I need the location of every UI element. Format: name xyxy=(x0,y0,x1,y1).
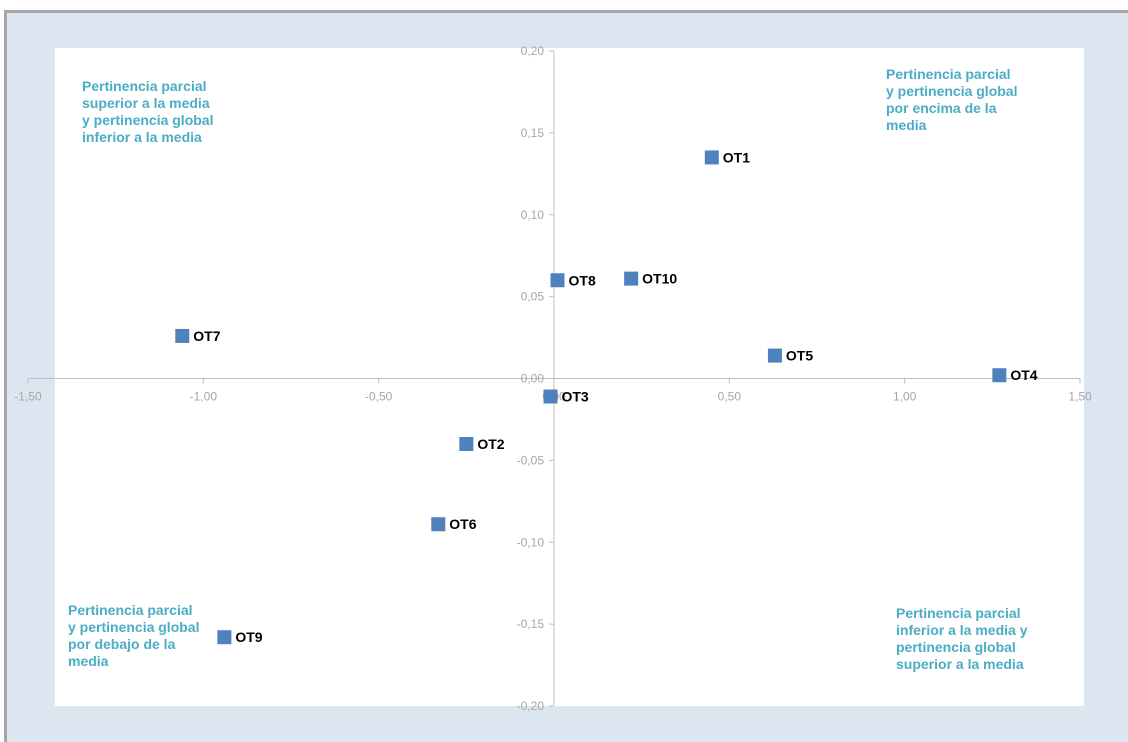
point-label: OT6 xyxy=(449,516,476,532)
point-marker xyxy=(624,271,639,286)
y-tick-label: -0,05 xyxy=(517,453,545,467)
point-marker xyxy=(543,389,558,404)
point-marker xyxy=(459,437,474,451)
point-label: OT10 xyxy=(642,271,677,287)
plot-area xyxy=(55,48,1084,706)
y-tick-label: -0,15 xyxy=(517,617,545,631)
point-label: OT4 xyxy=(1010,367,1037,383)
x-tick-label: -1,00 xyxy=(190,390,218,404)
point-marker xyxy=(992,368,1007,383)
y-tick-label: 0,05 xyxy=(521,290,545,304)
x-tick-label: -1,50 xyxy=(14,390,42,404)
point-marker xyxy=(431,517,446,532)
x-tick-label: 0,50 xyxy=(718,390,742,404)
annotation-bottom-right: Pertinencia parcial inferior a la media … xyxy=(896,605,1028,672)
y-tick-label: 0,20 xyxy=(521,44,545,58)
annotation-bottom-left: Pertinencia parcial y pertinencia global… xyxy=(68,602,200,669)
point-marker xyxy=(704,150,719,165)
point-label: OT8 xyxy=(569,272,596,288)
x-tick-label: 1,50 xyxy=(1068,390,1092,404)
point-label: OT7 xyxy=(193,328,220,344)
data-points: OT1 OT2 OT3 OT4 OT5 OT6 OT7 OT8 OT9 OT10 xyxy=(175,149,1038,645)
x-tick-label: 1,00 xyxy=(893,390,917,404)
point-marker xyxy=(550,273,565,288)
point-label: OT2 xyxy=(477,436,504,452)
annotation-top-left: Pertinencia parcial superior a la media … xyxy=(82,78,214,145)
y-tick-label: -0,10 xyxy=(517,535,545,549)
y-tick-label: -0,20 xyxy=(517,699,545,713)
point-label: OT1 xyxy=(723,149,750,165)
point-label: OT3 xyxy=(561,389,588,405)
point-marker xyxy=(217,630,232,645)
point-label: OT5 xyxy=(786,348,813,364)
y-tick-label: 0,00 xyxy=(521,372,545,386)
point-marker xyxy=(767,348,782,363)
y-tick-label: 0,15 xyxy=(521,126,545,140)
point-marker xyxy=(175,328,190,343)
y-tick-label: 0,10 xyxy=(521,208,545,222)
annotation-top-right: Pertinencia parcial y pertinencia global… xyxy=(886,66,1018,133)
point-label: OT9 xyxy=(235,629,262,645)
axes: -1,50 -1,00 -0,50 0,00 0,50 1,00 1,50 0,20 0,15 0… xyxy=(14,44,1092,713)
x-tick-label: -0,50 xyxy=(365,390,393,404)
